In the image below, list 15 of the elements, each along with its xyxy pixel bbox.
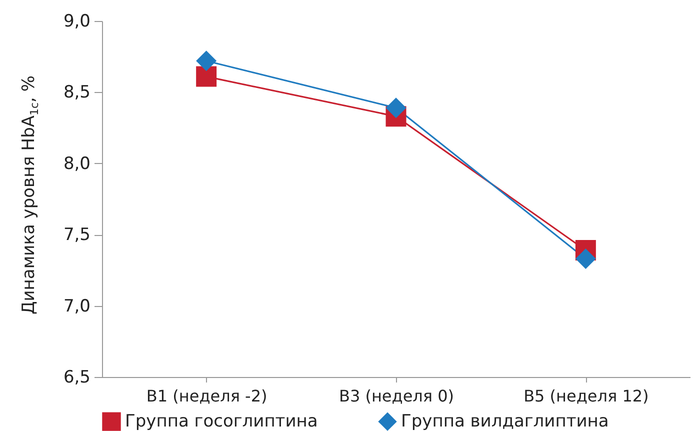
point bbox=[386, 98, 406, 118]
x-tick-label: B3 (неделя 0) bbox=[338, 386, 454, 406]
legend-label: Группа вилдаглиптина bbox=[401, 412, 609, 431]
y-tick-label: 8,5 bbox=[63, 82, 90, 103]
point bbox=[196, 50, 217, 72]
y-tick-label: 6,5 bbox=[63, 368, 90, 388]
y-tick-label: 8,0 bbox=[63, 154, 90, 174]
y-tick-label: 7,5 bbox=[63, 225, 90, 246]
x-tick-label: B5 (неделя 12) bbox=[524, 386, 649, 406]
y-tick-label: 7,0 bbox=[63, 296, 90, 316]
point bbox=[196, 66, 217, 87]
point bbox=[575, 248, 596, 270]
x-tick-label: B1 (неделя -2) bbox=[146, 386, 268, 406]
legend-label: Группа госоглиптина bbox=[125, 412, 318, 431]
y-tick-label: 9,0 bbox=[63, 12, 90, 32]
